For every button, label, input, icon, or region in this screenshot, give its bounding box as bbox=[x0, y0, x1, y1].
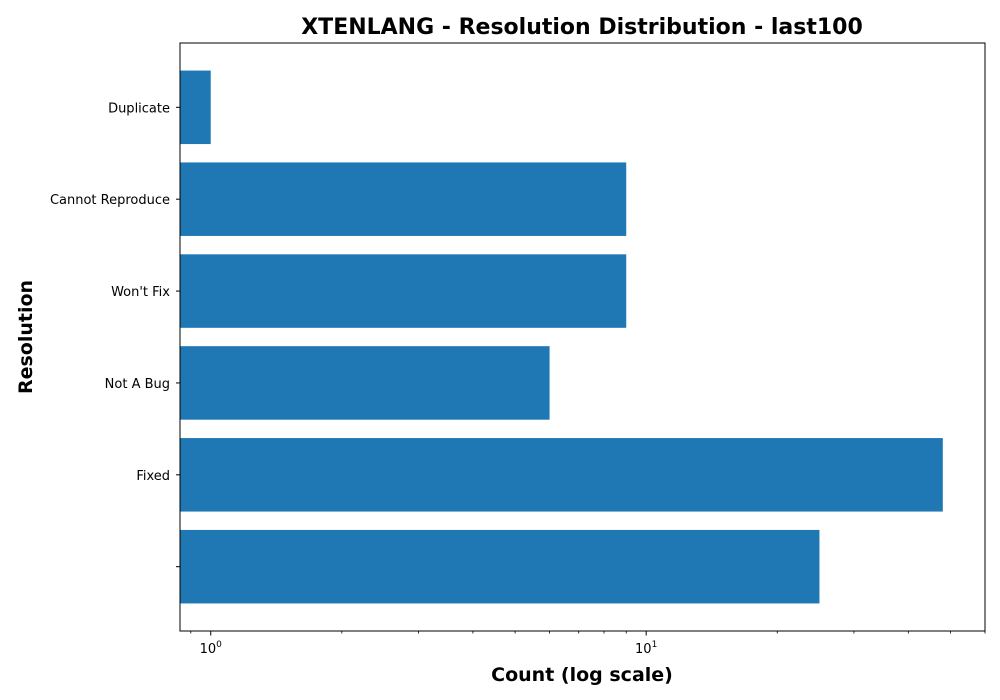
y-tick-label: Won't Fix bbox=[111, 285, 170, 300]
y-tick-label: Fixed bbox=[136, 469, 170, 484]
y-tick-label: Duplicate bbox=[108, 101, 170, 116]
y-axis-label: Resolution bbox=[15, 280, 37, 394]
plot-frame bbox=[179, 42, 986, 632]
bar-not-a-bug bbox=[180, 346, 550, 420]
bar-cannot-reproduce bbox=[180, 162, 627, 236]
bar-blank bbox=[180, 529, 820, 604]
x-axis-ticks: 100 101 bbox=[190, 631, 986, 657]
x-tick-label: 101 bbox=[635, 640, 657, 657]
bars-group bbox=[180, 70, 943, 604]
y-tick-label: Cannot Reproduce bbox=[50, 193, 170, 208]
y-tick-label: Not A Bug bbox=[105, 377, 170, 392]
y-axis-ticks: Fixed Not A Bug Won't Fix Cannot Reproduce D… bbox=[50, 101, 180, 568]
bar-fixed bbox=[180, 438, 943, 512]
x-axis-label: Count (log scale) bbox=[491, 664, 673, 686]
x-tick-label: 100 bbox=[200, 640, 223, 657]
bar-duplicate bbox=[180, 70, 211, 145]
chart-title: XTENLANG - Resolution Distribution - las… bbox=[301, 15, 863, 40]
bar-won-t-fix bbox=[180, 254, 627, 328]
